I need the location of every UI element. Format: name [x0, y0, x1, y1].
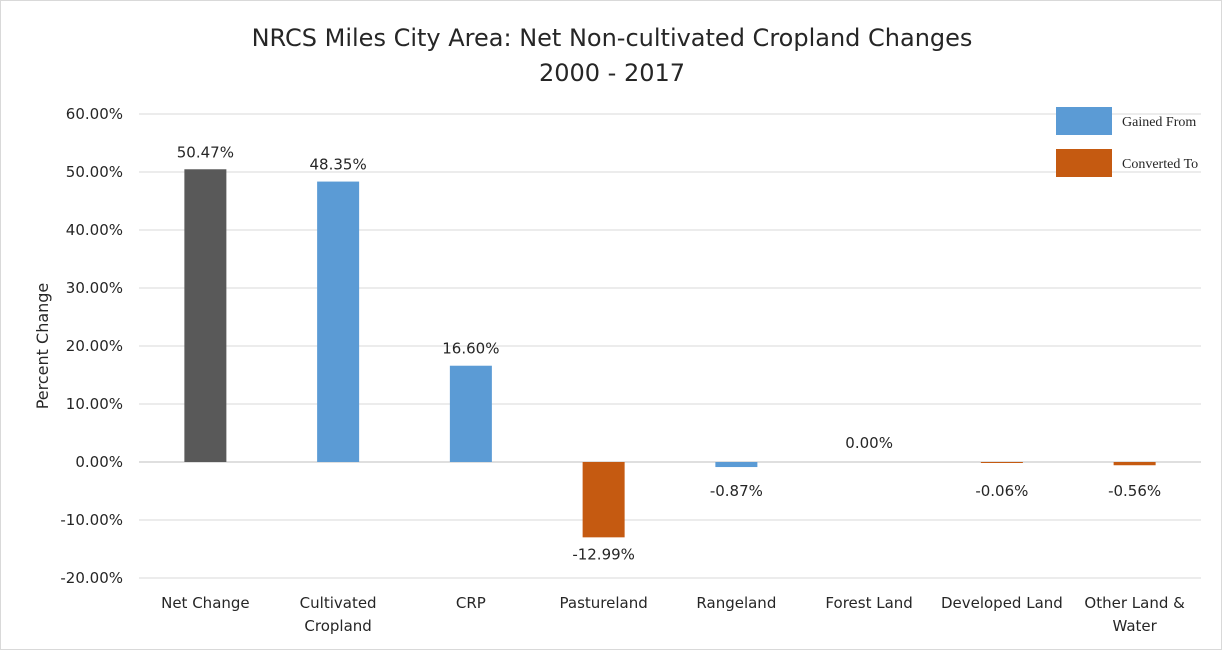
y-tick-label: 10.00% — [66, 395, 123, 413]
data-label: 48.35% — [310, 156, 367, 174]
data-label: -12.99% — [572, 545, 635, 563]
category-label: Net Change — [161, 594, 250, 612]
data-label: 0.00% — [845, 434, 893, 452]
y-axis-title: Percent Change — [33, 283, 52, 410]
data-label: 50.47% — [177, 143, 234, 161]
chart-title-line-1: NRCS Miles City Area: Net Non-cultivated… — [252, 24, 973, 52]
bar — [582, 462, 625, 538]
category-label: Rangeland — [696, 594, 776, 612]
bar — [449, 365, 492, 462]
y-tick-label: 60.00% — [66, 105, 123, 123]
category-label: Pastureland — [560, 594, 648, 612]
legend-label: Converted To — [1122, 157, 1198, 172]
category-label: Water — [1112, 617, 1157, 635]
data-label: -0.06% — [975, 482, 1028, 500]
category-label: Cultivated — [300, 594, 377, 612]
x-axis-categories: Net Change Cultivated Cropland CRP Pasturela… — [161, 594, 1185, 635]
category-label: Forest Land — [825, 594, 912, 612]
category-label: Cropland — [304, 617, 371, 635]
legend-swatch — [1056, 149, 1112, 177]
bar — [980, 462, 1023, 463]
bar — [715, 462, 758, 468]
category-label: Other Land & — [1084, 594, 1185, 612]
category-label: CRP — [456, 594, 486, 612]
data-labels: 50.47% 48.35% 16.60% -12.99% -0.87% 0.00% -0.0… — [177, 143, 1161, 563]
bar — [317, 181, 360, 462]
y-tick-label: -20.00% — [60, 569, 123, 587]
y-axis-ticks: 60.00% 50.00% 40.00% 30.00% 20.00% 10.00% 0.00… — [60, 105, 123, 587]
y-tick-label: 0.00% — [75, 453, 123, 471]
legend-label: Gained From — [1122, 115, 1196, 130]
y-tick-label: 40.00% — [66, 221, 123, 239]
y-tick-label: 20.00% — [66, 337, 123, 355]
bar — [184, 169, 227, 463]
y-tick-label: 50.00% — [66, 163, 123, 181]
category-label: Developed Land — [941, 594, 1063, 612]
gridlines — [139, 113, 1201, 579]
data-label: -0.87% — [710, 482, 763, 500]
bar — [1113, 462, 1156, 466]
y-tick-label: -10.00% — [60, 511, 123, 529]
legend-swatch — [1056, 107, 1112, 135]
bars — [184, 169, 1156, 538]
legend: Gained From Converted To — [1056, 107, 1198, 177]
chart-title: NRCS Miles City Area: Net Non-cultivated… — [252, 24, 973, 87]
data-label: 16.60% — [442, 340, 499, 358]
chart-title-line-2: 2000 - 2017 — [539, 59, 685, 87]
y-tick-label: 30.00% — [66, 279, 123, 297]
data-label: -0.56% — [1108, 482, 1161, 500]
